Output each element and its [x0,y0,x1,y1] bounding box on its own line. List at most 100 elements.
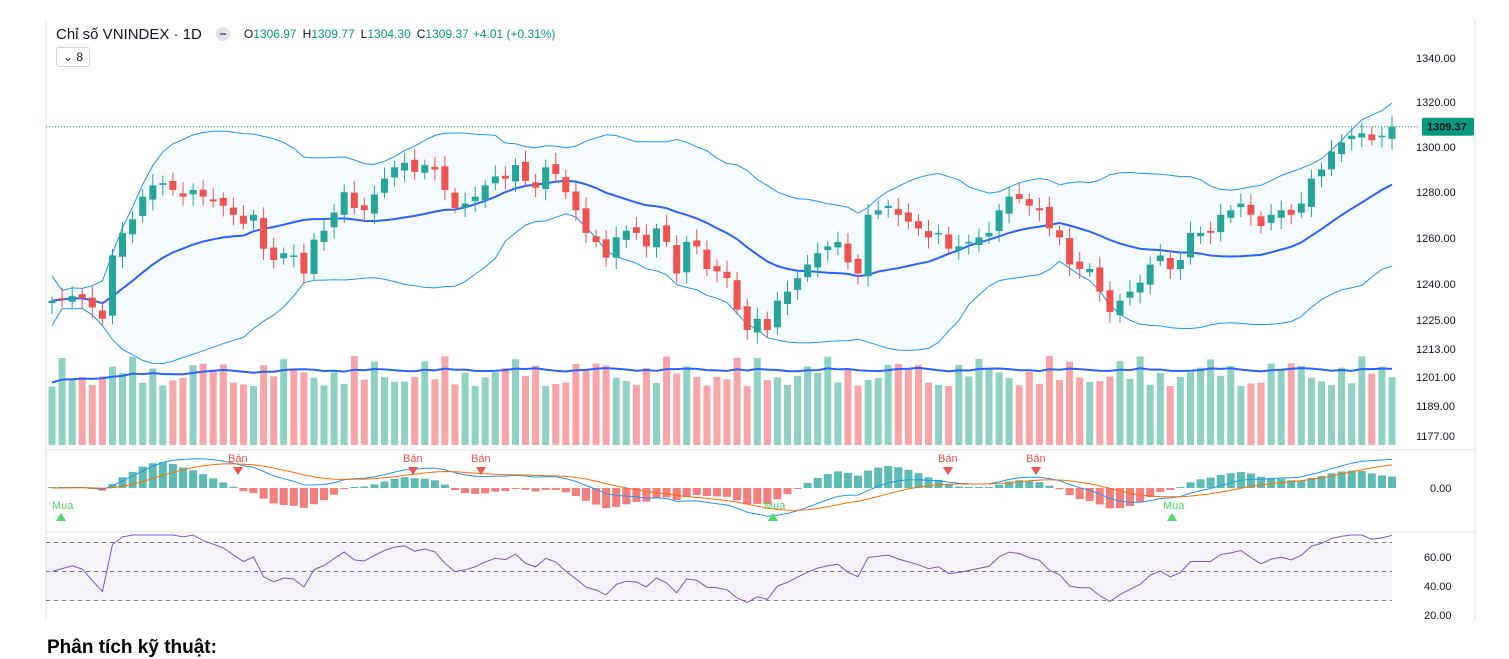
candle-body [763,319,771,331]
macd-histogram-bar [602,488,611,509]
volume-bar [229,382,237,445]
macd-histogram-bar [1166,488,1175,490]
macd-histogram-bar [1347,470,1356,488]
volume-bar [320,385,328,445]
volume-bar [622,380,630,445]
last-price-label: 1309.37 [1427,122,1467,134]
volume-bar [68,379,76,445]
candle-body [119,232,126,257]
macd-histogram-bar [713,488,721,497]
symbol-label[interactable]: Chỉ số VNINDEX · 1D [56,25,202,43]
volume-bars [48,356,1396,445]
macd-line [51,458,1393,517]
macd-histogram-bar [219,482,228,488]
macd-histogram-bar [904,469,913,488]
volume-bar [733,357,741,445]
last-price-badge [1422,117,1474,136]
volume-bar [1338,367,1346,445]
candle-body [88,297,96,308]
candle-body [773,300,781,328]
candle-body [1307,178,1315,207]
macd-histogram-bar [783,488,792,495]
candle-body [642,234,650,247]
macd-histogram-bar [531,488,540,492]
candle-body [622,230,630,240]
candle-body [1086,269,1094,273]
hide-indicator-icon[interactable] [215,27,230,41]
volume-bar [1176,376,1184,445]
macd-histogram-bar [733,488,742,501]
macd-histogram-bar [521,488,530,490]
macd-histogram-bar [1257,476,1265,488]
volume-bar [925,382,932,445]
candle-body [1156,255,1164,262]
macd-histogram-bar [854,475,862,488]
volume-bar [804,366,812,445]
volume-bar [149,368,157,445]
candle-body [1338,142,1346,155]
macd-histogram-bar [1085,488,1094,501]
macd-histogram-bar [1126,488,1134,506]
candle-body [1056,230,1063,238]
volume-bar [391,381,399,445]
volume-bar [874,377,882,445]
candle-body [995,210,1003,232]
candle-body [139,196,147,216]
macd-histogram-bar [410,478,419,488]
macd-histogram-bar [1357,471,1366,488]
candlesticks[interactable] [46,115,1420,344]
close-value: 1309.37 [425,27,469,41]
candle-body [48,300,56,303]
price-axis[interactable]: 1340.00 1320.00 1300.00 1280.00 1260.00 1240.… [1416,53,1474,622]
macd-histogram-bar [1297,480,1306,488]
volume-bar [935,385,943,445]
volume-bar [471,385,479,445]
volume-bar [48,386,56,445]
macd-histogram-bar [310,488,318,505]
candle-body [68,296,76,302]
volume-bar [260,365,268,445]
volume-bar [1368,373,1376,445]
candle-body [199,189,207,197]
candle-body [1247,204,1255,215]
signal-line [52,463,1393,511]
macd-histogram-bar [1156,488,1165,492]
volume-bar [1388,377,1396,445]
candle-body [78,294,86,299]
buy-signal-label: Mua [1163,500,1185,512]
volume-bar [491,372,499,445]
candle-body [703,249,711,269]
buy-signal-icon [56,513,66,521]
volume-bar [794,375,802,445]
volume-bar [1066,361,1074,445]
price-tick-label: 1201.00 [1416,372,1456,384]
volume-bar [1045,356,1053,445]
macd-histogram-bar [692,488,701,495]
volume-bar [169,380,177,445]
volume-bar [945,386,953,445]
volume-bar [300,372,308,445]
collapse-indicators-button[interactable]: ⌄ 8 [56,47,91,67]
volume-bar [1307,377,1315,445]
volume-bar [773,377,781,445]
candle-body [481,185,489,201]
volume-bar [1015,385,1023,445]
candle-body [1015,194,1023,199]
macd-histogram-bar [390,478,399,488]
volume-bar [88,385,96,445]
macd-histogram-bar [128,471,137,488]
basis-line [51,179,1393,305]
candle-body [1348,135,1356,140]
rsi-tick-label: 20.00 [1424,610,1452,622]
candle-body [320,230,328,242]
candle-body [935,232,943,235]
sell-signal-label: Bán [403,453,423,465]
rsi-pane [46,534,1393,603]
macd-histogram-bar [330,488,339,495]
macd-histogram-bar [420,478,429,488]
volume-bar [461,372,469,445]
macd-histogram-bar [1317,476,1326,488]
macd-histogram-bar [1015,480,1024,488]
